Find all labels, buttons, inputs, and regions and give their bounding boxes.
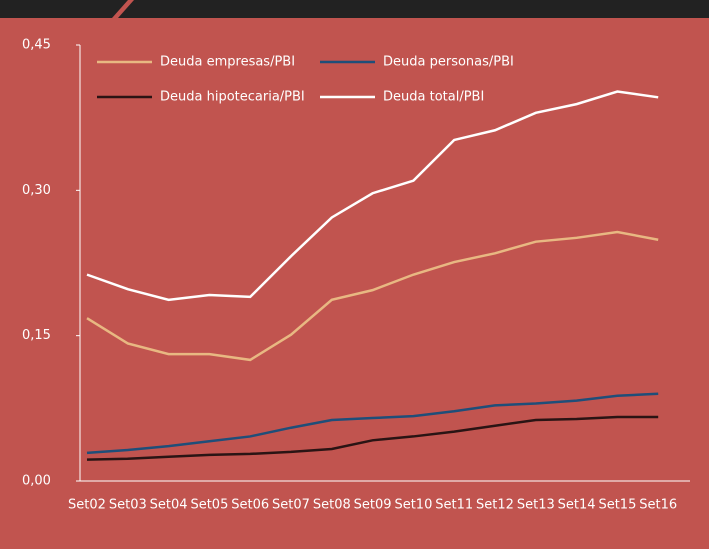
x-tick-label: Set16 [639, 498, 677, 513]
x-tick-label: Set07 [272, 498, 310, 513]
x-tick-label: Set11 [435, 498, 473, 513]
x-tick-label: Set12 [476, 498, 514, 513]
x-tick-label: Set02 [68, 498, 106, 513]
legend-label: Deuda total/PBI [383, 90, 484, 105]
series-line [86, 230, 659, 362]
y-tick-label: 0,30 [22, 183, 51, 198]
series-line [86, 90, 659, 302]
legend-label: Deuda personas/PBI [383, 55, 514, 70]
series-line [86, 415, 659, 461]
x-tick-label: Set15 [598, 498, 636, 513]
x-tick-label: Set06 [231, 498, 269, 513]
x-tick-label: Set13 [517, 498, 555, 513]
y-tick-label: 0,45 [22, 38, 51, 53]
x-tick-label: Set09 [354, 498, 392, 513]
x-tick-label: Set05 [190, 498, 228, 513]
x-tick-label: Set03 [109, 498, 147, 513]
series-line [86, 392, 659, 455]
x-tick-label: Set10 [394, 498, 432, 513]
y-tick-label: 0,15 [22, 328, 51, 343]
x-tick-label: Set08 [313, 498, 351, 513]
x-tick-label: Set04 [150, 498, 188, 513]
legend-label: Deuda empresas/PBI [160, 55, 295, 70]
legend-label: Deuda hipotecaria/PBI [160, 90, 305, 105]
band-slash [112, 0, 134, 18]
x-tick-label: Set14 [558, 498, 596, 513]
y-tick-label: 0,00 [22, 474, 51, 489]
top-band [0, 0, 709, 18]
